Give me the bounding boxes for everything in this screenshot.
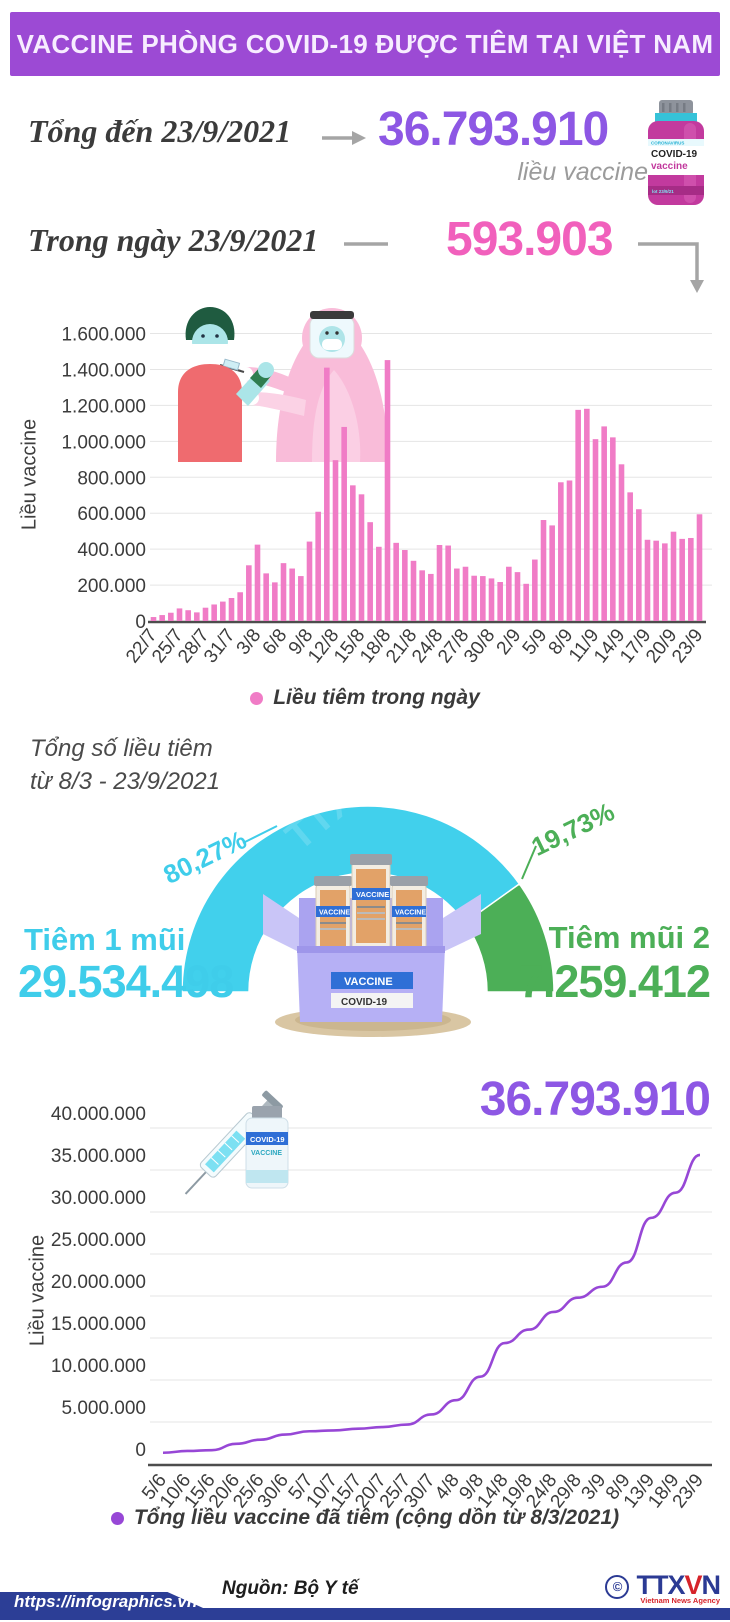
agency-subtitle: Vietnam News Agency <box>640 1596 720 1605</box>
gauge-right-label: Tiêm mũi 2 <box>548 920 710 955</box>
url-banner <box>0 1592 212 1612</box>
crate-vial-label: VACCINE <box>395 910 426 917</box>
svg-text:25.000.000: 25.000.000 <box>51 1230 146 1251</box>
svg-text:800.000: 800.000 <box>77 468 146 489</box>
bar-legend-dot <box>250 691 264 705</box>
crate-vial-label: VACCINE <box>319 910 350 917</box>
summary-arrows <box>322 131 704 293</box>
bar-legend: Liều tiêm trong ngày <box>0 686 730 710</box>
gauge-left-value: 29.534.498 <box>18 956 234 1007</box>
syringe-vial-label-1: COVID-19 <box>250 1135 285 1144</box>
cumulative-line-chart-grid: 0 5.000.000 10.000.000 15.000.000 20.000.000… <box>51 1104 712 1467</box>
vial-label-2: vaccine <box>651 161 688 172</box>
vial-bottom-text: lot 23/9/21 <box>652 189 674 194</box>
svg-text:5.000.000: 5.000.000 <box>61 1398 146 1419</box>
bar-y-axis-title: Liều vaccine <box>18 418 41 531</box>
copyright-icon: © <box>605 1575 630 1599</box>
total-value: 36.793.910 <box>378 103 609 156</box>
daily-value: 593.903 <box>446 213 614 266</box>
svg-text:1.600.000: 1.600.000 <box>61 325 146 346</box>
vaccine-box-illustration: VACCINE VACCINE VACCI <box>263 854 481 1037</box>
svg-text:600.000: 600.000 <box>77 504 146 525</box>
line-y-axis-title: Liều vaccine <box>26 1234 49 1347</box>
line-legend: Tổng liều vaccine đã tiêm (cộng dồn từ 8… <box>0 1506 730 1530</box>
svg-text:20.000.000: 20.000.000 <box>51 1272 146 1293</box>
box-label-covid: COVID-19 <box>341 997 388 1008</box>
cumulative-line-chart: 5/610/615/620/625/630/65/710/715/720/725… <box>138 1153 708 1512</box>
syringe-icon: COVID-19 VACCINE <box>184 1090 289 1195</box>
dose-split-gauge <box>181 805 555 993</box>
box-label-vaccine: VACCINE <box>344 976 393 988</box>
line-legend-label: Tổng liều vaccine đã tiêm (cộng dồn từ 8… <box>133 1506 620 1529</box>
syringe-vial: COVID-19 VACCINE <box>245 1106 289 1189</box>
agency-n: N <box>701 1570 721 1600</box>
bar-legend-label: Liều tiêm trong ngày <box>273 686 480 709</box>
line-total-value: 36.793.910 <box>479 1073 711 1126</box>
vaccination-illustration <box>178 307 388 462</box>
svg-text:1.400.000: 1.400.000 <box>61 360 146 381</box>
total-unit: liều vaccine <box>517 158 648 186</box>
ttxvn-logo: © TTXVN Vietnam News Agency <box>605 1570 721 1605</box>
svg-text:1.000.000: 1.000.000 <box>61 432 146 453</box>
svg-text:30.000.000: 30.000.000 <box>51 1188 146 1209</box>
page-title: VACCINE PHÒNG COVID-19 ĐƯỢC TIÊM TẠI VIỆ… <box>10 12 720 76</box>
source-note: Nguồn: Bộ Y tế <box>222 1578 359 1599</box>
daily-label: Trong ngày 23/9/2021 <box>28 222 319 258</box>
svg-text:200.000: 200.000 <box>77 576 146 597</box>
gauge-left-label: Tiêm 1 mũi <box>24 922 186 957</box>
vial-label-1: COVID-19 <box>651 149 698 160</box>
svg-text:1.200.000: 1.200.000 <box>61 396 146 417</box>
agency-v: V <box>684 1570 702 1600</box>
agency-name: TTXVN <box>636 1570 721 1600</box>
svg-text:10.000.000: 10.000.000 <box>51 1356 146 1377</box>
syringe-vial-label-2: VACCINE <box>251 1150 282 1157</box>
agency-ttx: TTX <box>636 1570 685 1600</box>
svg-text:35.000.000: 35.000.000 <box>51 1146 146 1167</box>
gauge-right-value: 7.259.412 <box>518 956 711 1007</box>
svg-text:0: 0 <box>135 612 146 633</box>
svg-text:0: 0 <box>135 1440 146 1461</box>
crate-vial-left: VACCINE <box>314 876 352 955</box>
crate-vial-center: VACCINE <box>350 854 392 951</box>
svg-text:40.000.000: 40.000.000 <box>51 1104 146 1125</box>
line-legend-dot <box>110 1511 124 1525</box>
svg-text:15.000.000: 15.000.000 <box>51 1314 146 1335</box>
crate-vial-label: VACCINE <box>356 890 389 899</box>
crate-vial-right: VACCINE <box>390 876 428 955</box>
infographics-url: https://infographics.vn <box>14 1592 198 1611</box>
vial-icon: CORONAVIRUS COVID-19 vaccine lot 23/9/21 <box>648 100 704 205</box>
svg-text:400.000: 400.000 <box>77 540 146 561</box>
total-label: Tổng đến 23/9/2021 <box>28 113 292 149</box>
vial-top-text: CORONAVIRUS <box>651 141 684 146</box>
svg-text:23/9: 23/9 <box>668 625 707 667</box>
gauge-title-line1: Tổng số liều tiêm <box>30 735 213 762</box>
gauge-title-line2: từ 8/3 - 23/9/2021 <box>30 768 221 795</box>
